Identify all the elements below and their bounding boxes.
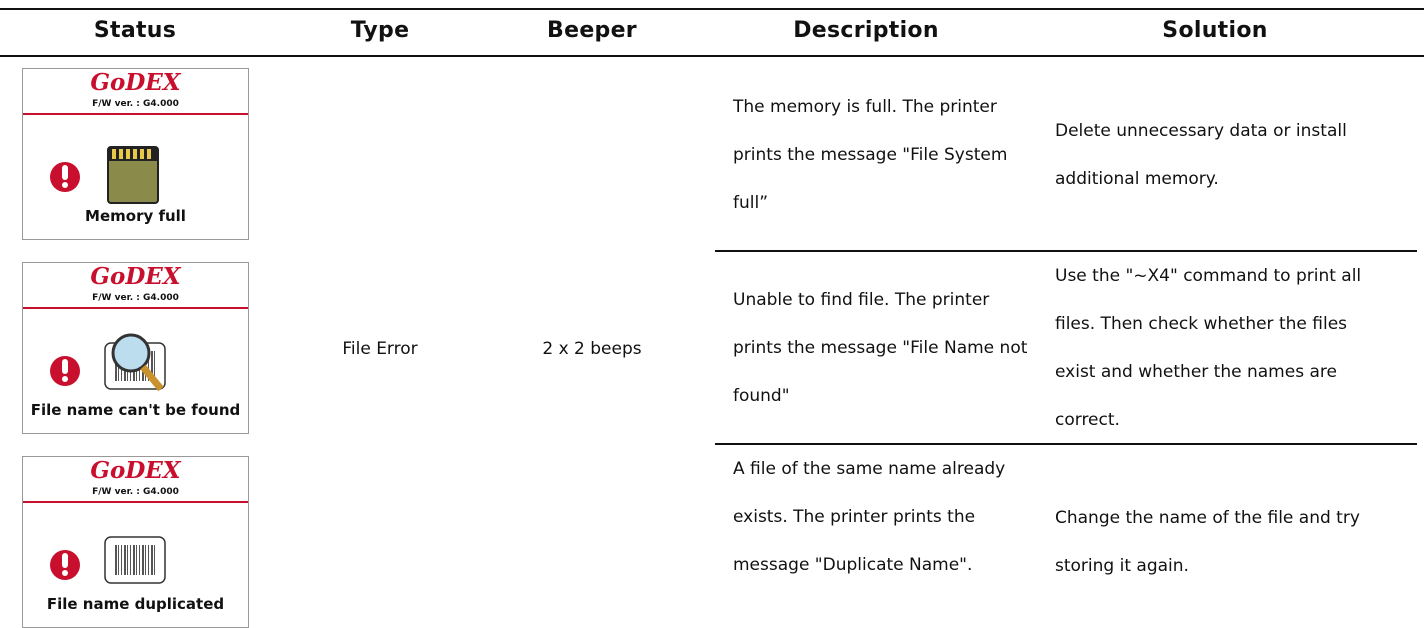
header-type: Type	[350, 18, 410, 43]
status-screen: GoDEX F/W ver. : G4.000 File name can't be…	[22, 262, 249, 434]
description-cell: A file of the same name already exists. …	[733, 459, 1006, 575]
beeper-cell: 2 x 2 beeps	[542, 339, 642, 359]
screen-icon	[23, 121, 248, 215]
screen-divider	[23, 113, 248, 115]
top-rule	[0, 8, 1424, 10]
solution-cell: Use the "~X4" command to print all files…	[1055, 266, 1362, 430]
screen-caption: Memory full	[85, 207, 186, 225]
screen-caption: File name can't be found	[30, 401, 241, 419]
status-screen: GoDEX F/W ver. : G4.000 File name duplicat…	[22, 456, 249, 628]
header-beeper: Beeper	[547, 18, 637, 43]
screen-icon	[23, 315, 248, 409]
screen-divider	[23, 501, 248, 503]
icon-graphic	[50, 536, 166, 584]
screen-icon	[23, 509, 248, 603]
screen-brand: GoDEX	[90, 457, 181, 484]
screen-firmware: F/W ver. : G4.000	[92, 293, 179, 303]
solution-cell: Delete unnecessary data or install addit…	[1055, 121, 1347, 189]
description-cell: The memory is full. The printer prints t…	[733, 97, 1008, 213]
screen-divider	[23, 307, 248, 309]
header-description: Description	[793, 18, 939, 43]
screen-brand: GoDEX	[90, 263, 181, 290]
header-solution: Solution	[1162, 18, 1268, 43]
screen-firmware: F/W ver. : G4.000	[92, 99, 179, 109]
header-rule	[0, 55, 1424, 57]
header-status: Status	[93, 18, 177, 43]
icon-graphic	[50, 146, 159, 204]
status-screen: GoDEX F/W ver. : G4.000 Memory full	[22, 68, 249, 240]
type-cell: File Error	[342, 339, 418, 359]
screen-firmware: F/W ver. : G4.000	[92, 487, 179, 497]
row-rule	[715, 443, 1417, 445]
screen-brand: GoDEX	[90, 69, 181, 96]
icon-graphic	[50, 333, 166, 392]
description-cell: Unable to find file. The printer prints …	[733, 290, 1028, 406]
screen-caption: File name duplicated	[46, 595, 225, 613]
row-rule	[715, 250, 1417, 252]
solution-cell: Change the name of the file and try stor…	[1055, 508, 1360, 576]
